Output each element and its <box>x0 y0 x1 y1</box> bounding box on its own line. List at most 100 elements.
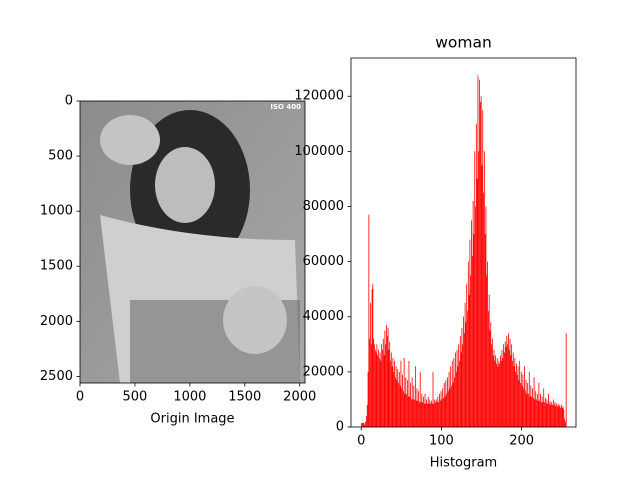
bar <box>386 325 387 427</box>
bar <box>472 200 474 427</box>
bar <box>388 349 390 427</box>
bar <box>532 388 533 427</box>
bar <box>437 396 439 427</box>
bar <box>563 409 565 427</box>
bar <box>497 366 499 427</box>
bar <box>443 398 444 427</box>
bar <box>524 366 525 427</box>
bar <box>378 349 379 427</box>
y-tick-label: 40000 <box>303 309 344 324</box>
bar <box>408 360 410 427</box>
bar <box>470 275 472 427</box>
bar <box>415 400 417 427</box>
bar <box>462 344 464 427</box>
bar <box>535 391 537 427</box>
bar <box>413 385 415 427</box>
bar <box>410 399 412 427</box>
bar <box>502 358 504 427</box>
bar <box>500 360 502 427</box>
bar <box>499 355 501 427</box>
bar <box>513 366 515 427</box>
bar <box>401 388 403 427</box>
bar <box>536 393 538 427</box>
bar <box>399 385 401 427</box>
x-tick-label: 1000 <box>173 390 206 405</box>
x-tick-label: 100 <box>429 434 454 449</box>
bar <box>519 360 521 427</box>
bar <box>371 289 373 427</box>
bar <box>370 302 371 427</box>
bar <box>551 402 553 427</box>
bar <box>523 388 525 427</box>
bar <box>450 366 452 427</box>
bar <box>556 406 558 427</box>
bar <box>446 393 448 427</box>
bar <box>460 352 462 427</box>
bar <box>471 220 472 427</box>
bar <box>552 399 554 427</box>
bar <box>436 402 438 427</box>
bar <box>456 349 458 427</box>
bar <box>451 385 452 427</box>
bar <box>478 151 480 427</box>
bar <box>505 347 507 427</box>
bar <box>452 382 454 427</box>
bar <box>508 349 510 427</box>
bar <box>520 371 522 427</box>
bar <box>512 360 513 427</box>
bar <box>526 393 528 427</box>
bar <box>549 400 551 427</box>
bar <box>564 418 565 427</box>
bar <box>511 344 513 427</box>
bar <box>465 322 467 427</box>
bar <box>439 400 441 427</box>
bar <box>427 403 428 427</box>
bar <box>414 399 415 427</box>
bar <box>453 358 455 427</box>
bar <box>466 283 468 427</box>
bar <box>521 385 523 427</box>
bar <box>548 393 549 427</box>
bar <box>529 396 531 427</box>
axes-frame <box>350 57 577 428</box>
bar <box>362 422 363 427</box>
bar <box>383 355 385 427</box>
y-tick-label: 0 <box>336 420 344 435</box>
bar <box>471 256 473 427</box>
x-axis-label: Histogram <box>430 456 497 471</box>
bar <box>520 382 521 427</box>
bar <box>367 371 369 427</box>
bar <box>542 402 544 427</box>
bar <box>422 396 424 427</box>
bar <box>503 344 505 427</box>
bar <box>449 388 451 427</box>
bar <box>508 333 509 427</box>
x-axis-label: Origin Image <box>150 412 234 427</box>
bar <box>528 371 530 427</box>
bar <box>533 377 535 427</box>
bar <box>410 382 411 427</box>
x-tick-label: 0 <box>76 390 84 405</box>
x-tick-label: 1500 <box>228 390 261 405</box>
y-tick-label: 2000 <box>40 314 73 329</box>
bar <box>517 366 519 427</box>
bar <box>537 400 539 427</box>
x-tick-label: 200 <box>509 434 534 449</box>
bar <box>447 377 448 427</box>
bar <box>431 403 433 427</box>
bar <box>541 396 543 427</box>
bar <box>363 422 365 427</box>
bar <box>504 352 505 427</box>
bar <box>532 398 534 427</box>
bar <box>528 393 529 427</box>
bar <box>375 352 377 427</box>
bar <box>391 366 393 427</box>
bar <box>370 344 372 427</box>
image-annotation: ISO 400 <box>270 103 301 111</box>
x-tick-label: 0 <box>357 434 365 449</box>
bar <box>552 404 553 427</box>
bar <box>455 371 457 427</box>
bar <box>515 371 517 427</box>
bar <box>554 402 556 427</box>
bar <box>431 400 432 427</box>
